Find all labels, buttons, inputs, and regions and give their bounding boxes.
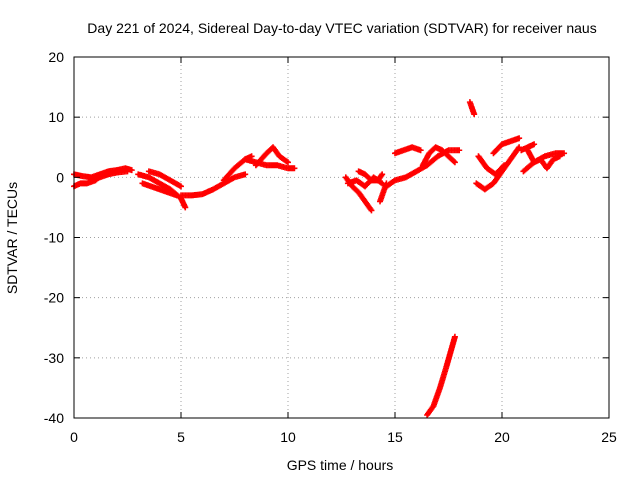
y-tick-label: 0 [56,169,64,185]
data-point-marker [451,333,458,340]
data-point-marker [124,168,131,175]
series-arc-13 [355,168,386,184]
x-tick-label: 0 [70,429,78,445]
y-tick-label: -30 [44,350,64,366]
data-point-marker [471,111,478,118]
chart-title: Day 221 of 2024, Sidereal Day-to-day VTE… [87,20,596,36]
x-tick-label: 25 [601,429,617,445]
data-point-marker [451,159,458,166]
data-point-marker [500,163,507,170]
series-arc-17 [419,144,458,169]
y-tick-label: -10 [44,230,64,246]
series-arc-05 [139,180,180,199]
data-point-marker [417,147,424,154]
data-point-marker [291,165,298,172]
data-point-marker [379,171,386,178]
data-point-marker [531,141,538,148]
x-tick-label: 15 [387,429,403,445]
data-points [71,99,568,418]
data-point-marker [368,207,375,214]
x-tick-label: 5 [177,429,185,445]
x-tick-label: 10 [280,429,296,445]
series-arc-18 [424,333,458,418]
data-point-marker [242,171,249,178]
series-arc-07 [178,171,249,199]
series-arc-11 [342,174,375,214]
x-axis-label: GPS time / hours [287,457,394,473]
data-point-marker [182,204,189,211]
series-arc-03 [88,168,131,184]
data-point-marker [516,144,523,151]
y-tick-label: -20 [44,290,64,306]
data-point-marker [128,167,135,174]
data-point-marker [456,147,463,154]
data-point-marker [561,150,568,157]
y-tick-label: -40 [44,410,64,426]
data-point-marker [285,159,291,166]
data-point-marker [556,153,563,160]
data-point-marker [178,183,184,190]
series-arc-09 [242,156,298,172]
data-point-marker [516,135,523,142]
series-arc-25 [518,141,538,154]
data-point-marker [450,158,457,165]
axis-ticks: 0 5 10 15 20 25 -40 -30 -20 -10 0 10 20 [44,49,617,445]
y-tick-label: 20 [48,49,64,65]
data-point-marker [501,162,508,169]
x-tick-label: 20 [494,429,510,445]
y-axis-label: SDTVAR / TECUs [4,182,20,294]
series-arc-19 [466,99,478,118]
series-arc-24 [524,147,563,172]
series-arc-21 [475,153,508,178]
y-tick-label: 10 [48,109,64,125]
series-arc-16 [392,144,424,157]
grid-lines [74,57,609,418]
series-arc-06 [145,168,184,190]
series-arc-22 [490,135,523,157]
series-arc-10 [252,144,291,169]
